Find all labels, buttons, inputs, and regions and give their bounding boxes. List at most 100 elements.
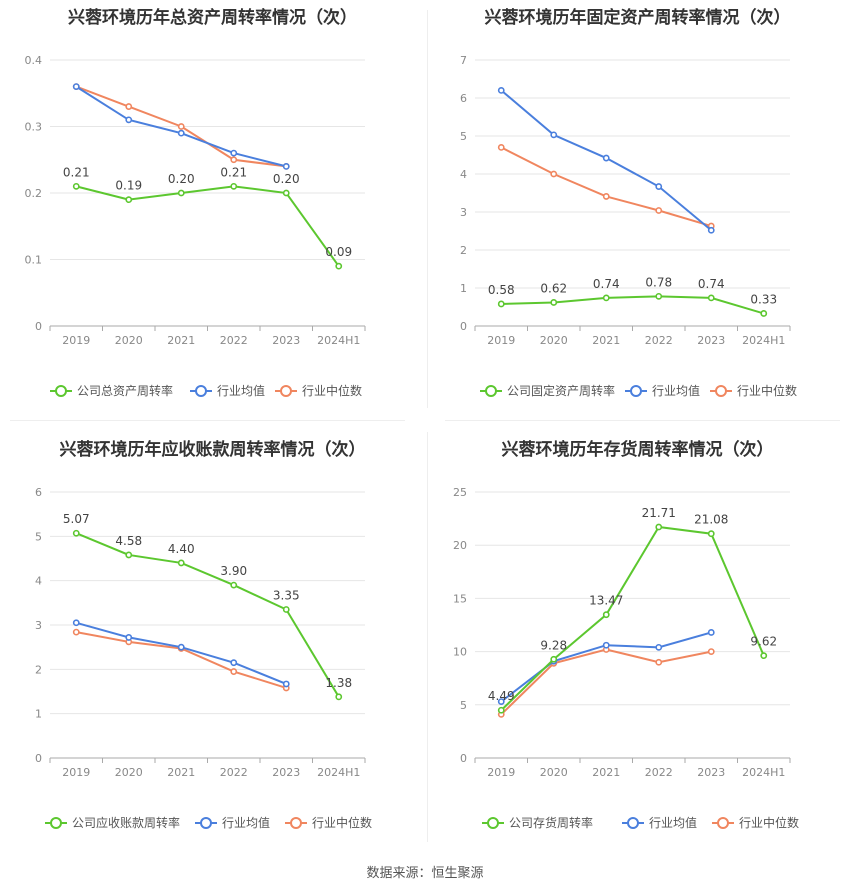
data-point-avg <box>230 659 238 667</box>
legend-item-median[interactable]: 行业中位数 <box>712 815 799 830</box>
y-tick-label: 3 <box>35 619 42 632</box>
x-tick-label: 2021 <box>592 766 620 779</box>
chart-svg: 0 0.1 0.2 0.3 0.4 2019 2020 2021 2022 2023 2024H1 0… <box>25 54 366 398</box>
series-line-company <box>501 295 765 315</box>
legend-label: 公司应收账款周转率 <box>72 815 180 830</box>
x-tick-label: 2021 <box>592 334 620 347</box>
y-tick-label: 2 <box>460 244 467 257</box>
legend-item-median[interactable]: 行业中位数 <box>285 815 372 830</box>
legend-label: 公司存货周转率 <box>509 815 593 830</box>
y-tick-label: 1 <box>35 708 42 721</box>
data-label: 0.20 <box>273 172 300 186</box>
x-tick-label: 2021 <box>167 334 195 347</box>
data-point-company <box>282 606 290 613</box>
data-point-company <box>760 310 768 317</box>
data-point-company <box>282 189 290 197</box>
legend-item-company[interactable]: 公司固定资产周转率 <box>480 383 615 398</box>
legend-swatch-marker <box>715 385 727 397</box>
legend-item-median[interactable]: 行业中位数 <box>275 383 362 398</box>
data-point-median <box>497 143 505 151</box>
vertical-divider <box>427 10 428 408</box>
x-tick-label: 2019 <box>487 766 515 779</box>
y-tick-label: 0 <box>35 752 42 765</box>
horizontal-divider <box>10 420 405 421</box>
x-tick-label: 2023 <box>272 334 300 347</box>
x-tick-label: 2024H1 <box>742 334 785 347</box>
y-tick-label: 0.4 <box>25 54 43 67</box>
data-point-median <box>655 207 663 214</box>
series-line-avg <box>75 621 287 685</box>
data-point-median <box>655 658 663 666</box>
x-tick-label: 2019 <box>62 334 90 347</box>
data-point-avg <box>602 154 610 162</box>
chart-title: 兴蓉环境历年存货周转率情况（次） <box>501 440 774 460</box>
legend-label: 公司总资产周转率 <box>77 383 173 398</box>
data-point-company <box>72 182 80 190</box>
legend-label: 行业均值 <box>652 383 700 398</box>
legend-swatch-marker <box>630 385 642 397</box>
series-line-company <box>75 532 340 698</box>
data-label: 0.21 <box>220 165 247 179</box>
legend-item-company[interactable]: 公司总资产周转率 <box>50 383 173 398</box>
x-tick-label: 2019 <box>487 334 515 347</box>
x-tick-label: 2023 <box>697 334 725 347</box>
y-tick-label: 1 <box>460 282 467 295</box>
y-tick-label: 4 <box>460 168 467 181</box>
chart-svg: 0 1 2 3 4 5 6 7 2019 2020 2021 2022 2023 2024H1 0.58 0.… <box>460 54 797 398</box>
data-point-avg <box>177 643 185 651</box>
data-label: 0.09 <box>325 245 352 259</box>
x-tick-label: 2023 <box>697 766 725 779</box>
vertical-divider <box>427 432 428 842</box>
data-point-median <box>230 668 238 675</box>
y-tick-label: 3 <box>460 206 467 219</box>
data-point-median <box>707 648 715 655</box>
data-point-company <box>335 693 343 701</box>
data-point-avg <box>125 116 133 124</box>
legend-item-company[interactable]: 公司存货周转率 <box>482 815 593 830</box>
data-point-avg <box>497 698 505 706</box>
data-point-avg <box>125 634 133 641</box>
legend-item-median[interactable]: 行业中位数 <box>710 383 797 398</box>
data-point-company <box>177 189 185 197</box>
data-label: 13.47 <box>589 594 623 608</box>
x-tick-label: 2021 <box>167 766 195 779</box>
legend-swatch-marker <box>280 385 292 397</box>
x-tick-label: 2022 <box>220 766 248 779</box>
data-point-avg <box>230 149 238 157</box>
data-label: 3.90 <box>220 564 247 578</box>
legend-item-avg[interactable]: 行业均值 <box>625 383 700 398</box>
data-label: 5.07 <box>63 512 90 526</box>
y-tick-label: 0 <box>35 320 42 333</box>
data-point-avg <box>177 129 185 137</box>
data-point-avg <box>72 619 80 627</box>
legend-item-avg[interactable]: 行业均值 <box>190 383 265 398</box>
data-point-median <box>125 103 133 110</box>
data-point-avg <box>655 183 663 190</box>
chart-panel-fixed-assets: 兴蓉环境历年固定资产周转率情况（次） 0 1 2 3 4 5 6 7 2019 2020 2021 2… <box>425 0 850 420</box>
y-tick-label: 0.1 <box>25 254 43 267</box>
data-label: 4.49 <box>488 689 515 703</box>
data-point-median <box>602 193 610 200</box>
data-point-company <box>335 262 343 270</box>
y-tick-label: 25 <box>453 486 467 499</box>
data-point-avg <box>550 131 558 139</box>
legend-item-avg[interactable]: 行业均值 <box>622 815 697 830</box>
series-line-company <box>76 185 340 267</box>
data-point-company <box>230 182 238 190</box>
legend-label: 行业均值 <box>222 815 270 830</box>
data-point-avg <box>602 641 610 649</box>
data-point-company <box>550 299 558 306</box>
data-label: 21.08 <box>694 513 728 527</box>
x-tick-label: 2023 <box>272 766 300 779</box>
data-point-company <box>707 294 715 302</box>
y-tick-label: 0.2 <box>25 187 43 200</box>
data-point-median <box>230 156 238 164</box>
legend-item-company[interactable]: 公司应收账款周转率 <box>45 815 180 830</box>
y-tick-label: 0 <box>460 320 467 333</box>
y-tick-label: 6 <box>35 486 42 499</box>
y-tick-label: 5 <box>460 130 467 143</box>
data-point-avg <box>497 87 505 94</box>
x-tick-label: 2024H1 <box>742 766 785 779</box>
legend-item-avg[interactable]: 行业均值 <box>195 815 270 830</box>
data-point-company <box>497 706 505 714</box>
